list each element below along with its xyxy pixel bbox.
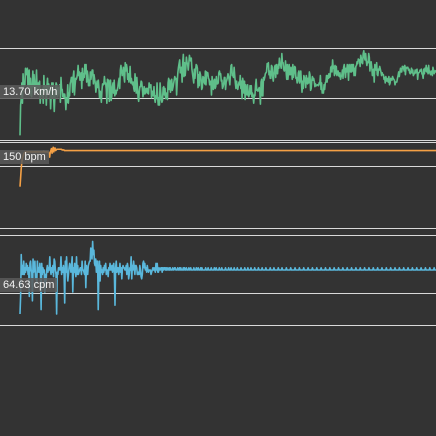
cadence-series-line [19,240,436,315]
cadence-reference-label: 64.63 cpm [0,278,58,292]
speed-graph [0,48,436,141]
cadence-graph [0,235,436,326]
speed-series-line [19,49,436,136]
speed-graph-panel: 13.70 km/h [0,40,436,150]
cadence-graph-panel: 64.63 cpm [0,225,436,335]
heart-rate-graph [0,142,436,229]
heart-rate-graph-panel: 150 bpm [0,140,436,230]
speed-reference-label: 13.70 km/h [0,85,61,99]
heart-rate-series-line [19,146,436,187]
heart-rate-reference-label: 150 bpm [0,150,49,164]
